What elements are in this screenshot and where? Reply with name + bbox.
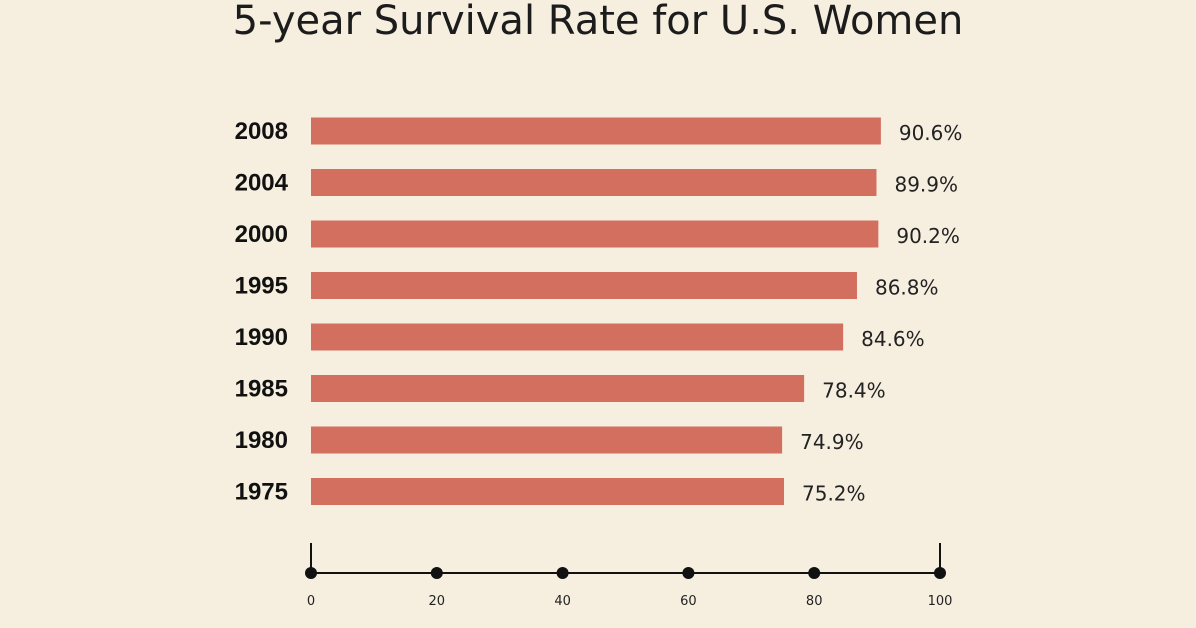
value-label-2000: 90.2%	[896, 224, 960, 248]
category-label-2000: 2000	[235, 221, 288, 248]
x-tick-dot-20	[430, 567, 443, 579]
bar-1995	[311, 272, 857, 299]
value-label-1990: 84.6%	[861, 327, 925, 351]
category-label-2004: 2004	[235, 170, 289, 197]
bar-2000	[311, 220, 879, 248]
category-label-1985: 1985	[235, 376, 288, 403]
bar-2008	[311, 117, 881, 145]
bars-group: 2008 90.6% 2004 89.9% 2000 90.2% 1995 86.8% 1990…	[235, 117, 963, 506]
bar-1975	[311, 478, 785, 505]
x-tick-dot-100	[934, 567, 946, 579]
value-label-1985: 78.4%	[822, 379, 886, 403]
x-tick-label-40: 40	[554, 594, 571, 609]
x-tick-dot-80	[808, 567, 821, 579]
bar-2004	[311, 169, 877, 196]
bar-1980	[311, 426, 783, 454]
x-tick-label-60: 60	[680, 594, 697, 609]
x-tick-dot-60	[682, 567, 695, 579]
value-label-1975: 75.2%	[802, 482, 866, 506]
category-label-1995: 1995	[235, 273, 288, 300]
x-axis: 0 20 40 60 80 100	[305, 543, 952, 609]
value-label-1995: 86.8%	[875, 276, 939, 300]
category-label-1980: 1980	[235, 427, 288, 454]
x-tick-label-0: 0	[307, 594, 315, 609]
category-label-1990: 1990	[235, 324, 288, 351]
value-label-2004: 89.9%	[894, 173, 958, 197]
chart-title: 5-year Survival Rate for U.S. Women	[233, 0, 964, 44]
value-label-1980: 74.9%	[800, 430, 864, 454]
x-tick-dot-0	[305, 567, 317, 579]
bar-1990	[311, 323, 844, 351]
x-tick-label-80: 80	[806, 594, 823, 609]
x-tick-dot-40	[556, 567, 569, 579]
category-label-2008: 2008	[235, 118, 288, 145]
value-label-2008: 90.6%	[899, 121, 963, 145]
category-label-1975: 1975	[235, 479, 288, 506]
bar-1985	[311, 375, 805, 402]
x-tick-label-100: 100	[928, 594, 953, 609]
x-tick-label-20: 20	[429, 594, 446, 609]
